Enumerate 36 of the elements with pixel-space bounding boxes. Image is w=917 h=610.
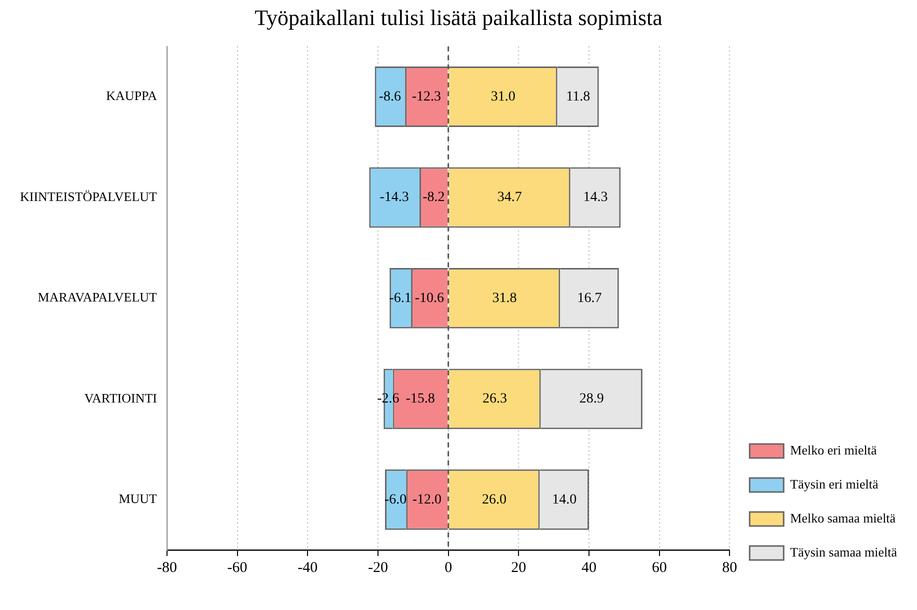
legend-label: Täysin samaa mieltä bbox=[790, 544, 898, 560]
x-tick-label: -60 bbox=[227, 560, 248, 576]
data-label: 14.3 bbox=[583, 190, 608, 206]
data-label: 11.8 bbox=[566, 89, 590, 104]
data-label: 34.7 bbox=[497, 190, 522, 206]
y-tick-label: MUUT bbox=[118, 491, 158, 506]
legend-label: Melko samaa mieltä bbox=[790, 510, 896, 526]
x-tick-label: -40 bbox=[298, 560, 318, 576]
y-tick-label: VARTIOINTI bbox=[84, 390, 157, 406]
data-label: 31.0 bbox=[490, 89, 516, 104]
y-tick-label: MARAVAPALVELUT bbox=[38, 290, 158, 305]
data-label: 31.8 bbox=[492, 290, 517, 306]
data-label: -8.2 bbox=[422, 190, 445, 206]
y-tick-label: KIINTEISTÖPALVELUT bbox=[20, 188, 158, 204]
chart-title: Työpaikallani tulisi lisätä paikallista sopimista bbox=[254, 4, 663, 30]
data-label: -10.6 bbox=[414, 290, 444, 306]
y-tick-label: KAUPPA bbox=[106, 88, 158, 104]
data-label: -12.0 bbox=[412, 492, 442, 508]
data-label: -8.6 bbox=[378, 89, 402, 104]
x-tick-label: -20 bbox=[368, 560, 388, 576]
legend-label: Melko eri mieltä bbox=[790, 442, 878, 458]
data-label: 14.0 bbox=[552, 492, 577, 508]
data-label: -15.8 bbox=[406, 392, 435, 407]
x-tick-label: 60 bbox=[652, 560, 667, 576]
data-label: -12.3 bbox=[412, 89, 442, 104]
data-label: 26.3 bbox=[482, 392, 508, 407]
data-label: 16.7 bbox=[577, 290, 602, 306]
x-tick-label: 80 bbox=[722, 560, 738, 576]
x-tick-label: 0 bbox=[444, 560, 452, 576]
legend-label: Täysin eri mieltä bbox=[790, 476, 878, 492]
data-label: 28.9 bbox=[579, 392, 604, 407]
data-label: -14.3 bbox=[380, 190, 409, 206]
x-tick-label: 40 bbox=[581, 560, 596, 576]
x-tick-label: 20 bbox=[511, 560, 526, 576]
data-label: 26.0 bbox=[482, 492, 507, 508]
x-tick-label: -80 bbox=[156, 560, 177, 576]
